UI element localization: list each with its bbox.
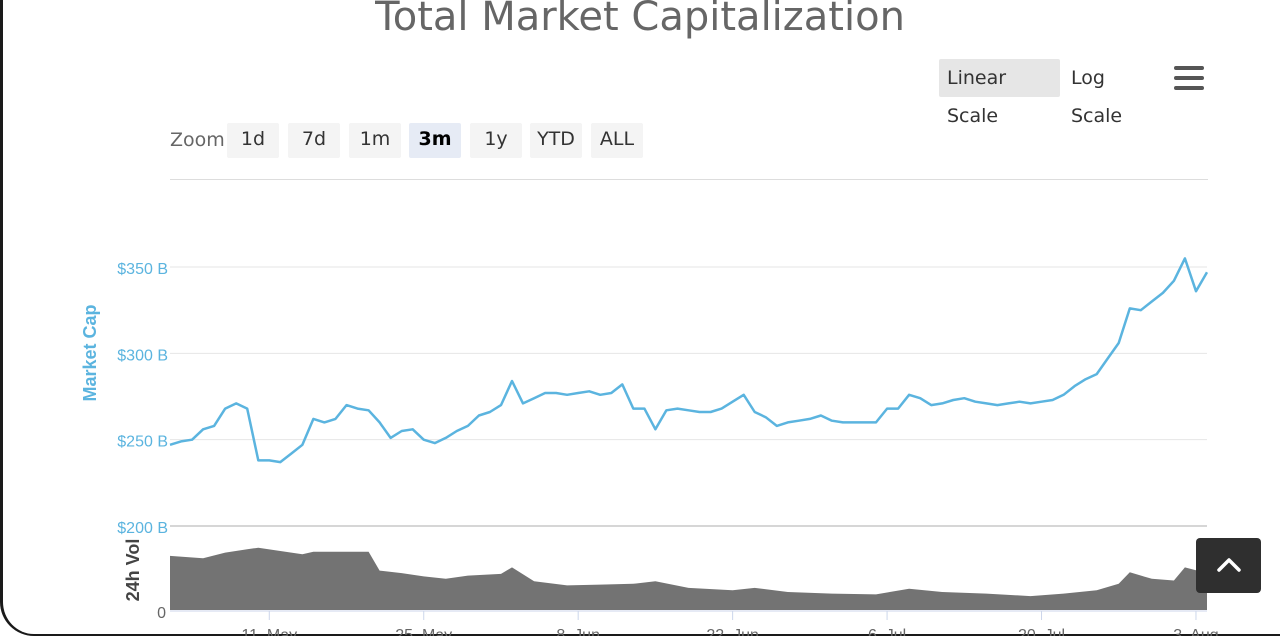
chevron-up-icon — [1217, 558, 1241, 572]
x-tick-label: 22. Jun — [706, 627, 758, 636]
zoom-ytd-button[interactable]: YTD — [530, 123, 582, 158]
y-tick-label: $200 B — [117, 520, 168, 537]
x-tick-label: 20. Jul — [1018, 627, 1065, 636]
y-tick-label: $300 B — [117, 347, 168, 364]
volume-axis-title: 24h Vol — [123, 539, 143, 602]
x-tick-label: 6. Jul — [868, 627, 906, 636]
hamburger-menu-icon[interactable] — [1174, 66, 1204, 92]
linear-scale-button[interactable]: Linear Scale — [939, 59, 1060, 127]
zoom-7d-button[interactable]: 7d — [288, 123, 340, 158]
x-tick-label: 11. May — [241, 627, 297, 636]
chart-title: Total Market Capitalization — [375, 0, 905, 40]
y-tick-label: $350 B — [117, 261, 168, 278]
y-tick-label: $250 B — [117, 434, 168, 451]
zoom-1m-button[interactable]: 1m — [349, 123, 401, 158]
log-scale-button[interactable]: Log Scale — [1071, 67, 1123, 127]
scroll-to-top-button[interactable] — [1196, 538, 1261, 593]
x-tick-label: 3. Aug — [1173, 627, 1218, 636]
volume-tick-label: 0 — [157, 605, 166, 622]
zoom-1y-button[interactable]: 1y — [470, 123, 522, 158]
zoom-all-button[interactable]: ALL — [591, 123, 643, 158]
x-tick-label: 25. May — [395, 627, 452, 636]
zoom-label: Zoom — [170, 129, 225, 151]
x-tick-label: 8. Jun — [556, 627, 600, 636]
zoom-1d-button[interactable]: 1d — [227, 123, 279, 158]
y-axis-title: Market Cap — [80, 304, 100, 401]
market-cap-line — [169, 257, 1209, 464]
volume-area — [170, 547, 1207, 610]
zoom-3m-button[interactable]: 3m — [409, 123, 461, 158]
toolbar-divider — [170, 179, 1208, 180]
